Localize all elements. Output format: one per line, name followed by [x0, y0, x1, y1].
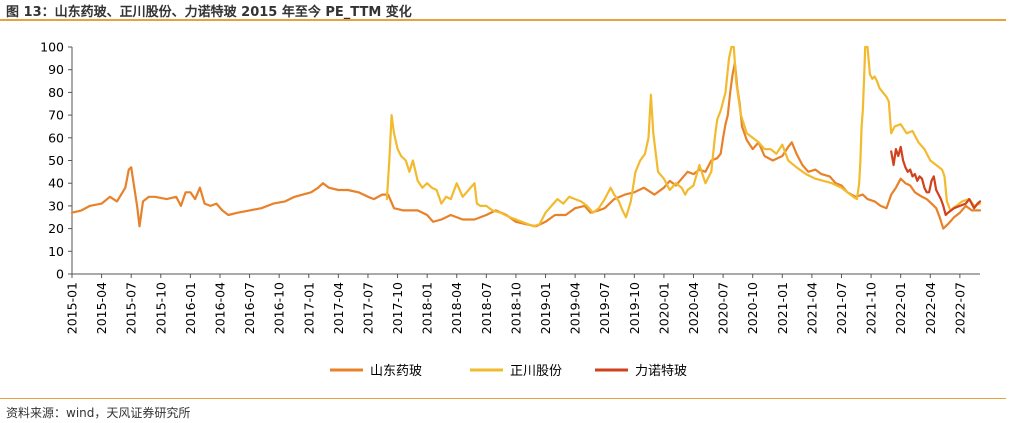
y-tick-label: 40 — [48, 176, 64, 191]
y-tick-label: 30 — [48, 198, 64, 213]
chart-series — [70, 45, 982, 230]
x-tick-label: 2021-04 — [804, 282, 819, 334]
x-tick-label: 2015-07 — [124, 282, 139, 334]
x-tick-label: 2018-10 — [508, 282, 523, 334]
pe-ttm-line-chart: 0 10 20 30 40 50 60 70 80 90 100 2015-01 2015-04 2015… — [40, 40, 982, 379]
x-tick-label: 2016-10 — [272, 282, 287, 334]
x-tick-label: 2021-01 — [775, 282, 790, 334]
y-tick-label: 60 — [48, 130, 64, 145]
legend-label: 山东药玻 — [370, 364, 422, 379]
x-tick-label: 2017-01 — [301, 282, 316, 334]
x-tick-label: 2016-04 — [212, 282, 227, 334]
x-tick-label: 2017-07 — [360, 282, 375, 334]
x-tick-label: 2019-01 — [538, 282, 553, 334]
y-tick-label: 0 — [56, 267, 64, 282]
x-tick-label: 2017-04 — [331, 282, 346, 334]
y-tick-label: 70 — [48, 108, 64, 123]
chart-title: 图 13：山东药玻、正川股份、力诺特玻 2015 年至今 PE_TTM 变化 — [6, 5, 412, 20]
x-tick-label: 2020-07 — [716, 282, 731, 334]
x-tick-label: 2020-04 — [686, 282, 701, 334]
source-note: 资料来源：wind，天风证券研究所 — [6, 406, 191, 420]
x-tick-label: 2015-10 — [153, 282, 168, 334]
bottom-rule — [0, 398, 1006, 399]
x-tick-label: 2021-10 — [864, 282, 879, 334]
legend-label: 力诺特玻 — [635, 364, 687, 379]
x-tick-label: 2019-04 — [568, 282, 583, 334]
y-tick-label: 90 — [48, 62, 64, 77]
y-tick-label: 20 — [48, 221, 64, 236]
x-tick-label: 2022-07 — [952, 282, 967, 334]
x-tick-label: 2019-10 — [627, 282, 642, 334]
x-tick-label: 2020-10 — [745, 282, 760, 334]
x-tick-label: 2017-10 — [390, 282, 405, 334]
y-tick-label: 50 — [48, 153, 64, 168]
chart-axes: 0 10 20 30 40 50 60 70 80 90 100 2015-01 2015-04 2015… — [40, 40, 980, 334]
y-tick-label: 80 — [48, 85, 64, 100]
x-tick-label: 2021-07 — [834, 282, 849, 334]
x-tick-label: 2015-04 — [94, 282, 109, 334]
x-tick-label: 2019-07 — [597, 282, 612, 334]
x-tick-label: 2022-01 — [893, 282, 908, 334]
legend-label: 正川股份 — [510, 364, 562, 379]
x-tick-label: 2018-01 — [420, 282, 435, 334]
series-line-2 — [890, 145, 982, 217]
x-tick-label: 2018-07 — [479, 282, 494, 334]
top-rule — [0, 19, 1006, 21]
y-tick-label: 10 — [48, 244, 64, 259]
x-tick-label: 2016-01 — [183, 282, 198, 334]
x-tick-label: 2020-01 — [656, 282, 671, 334]
y-tick-label: 100 — [40, 40, 64, 55]
x-tick-label: 2016-07 — [242, 282, 257, 334]
x-tick-label: 2022-04 — [923, 282, 938, 334]
series-line-0 — [70, 61, 982, 230]
x-tick-label: 2018-04 — [449, 282, 464, 334]
chart-legend: 山东药玻 正川股份 力诺特玻 — [330, 364, 687, 379]
x-tick-label: 2015-01 — [65, 282, 80, 334]
series-line-1 — [385, 45, 982, 228]
